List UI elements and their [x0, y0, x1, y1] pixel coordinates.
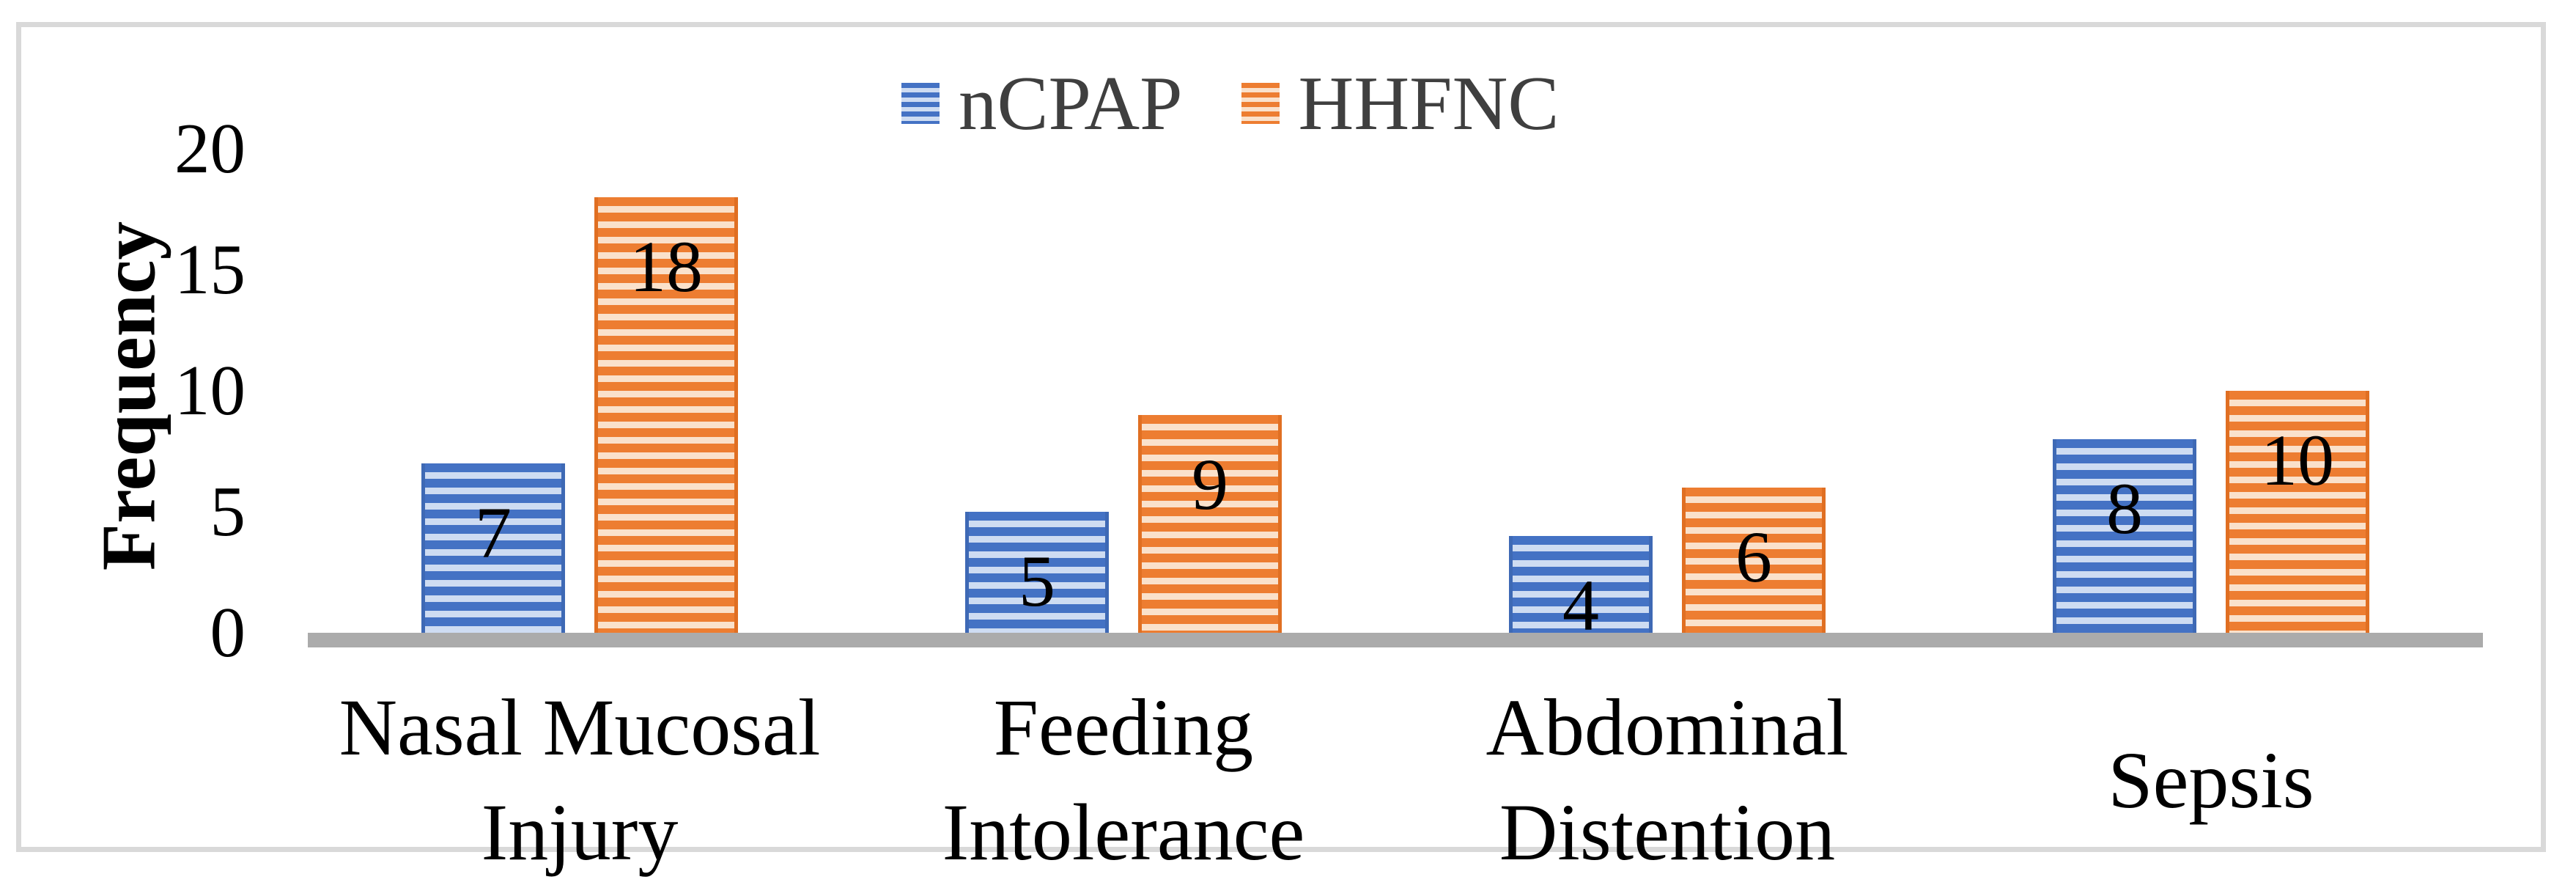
bar-ncpap-1 — [965, 512, 1109, 633]
y-tick-label: 5 — [210, 472, 246, 551]
y-tick-label: 10 — [174, 351, 246, 430]
bar-value-label: 18 — [630, 226, 703, 307]
category-label: Feeding Intolerance — [942, 683, 1305, 877]
bar-value-label: 10 — [2261, 419, 2334, 501]
category-label: Sepsis — [2108, 735, 2314, 825]
category-label: Nasal Mucosal Injury — [339, 683, 821, 877]
bar-value-label: 7 — [475, 492, 512, 573]
bar-value-label: 4 — [1562, 565, 1599, 646]
legend-item-ncpap: nCPAP — [901, 65, 1183, 142]
bar-ncpap-2 — [1509, 536, 1653, 633]
chart-border — [16, 22, 2546, 852]
bar-hhfnc-3 — [2226, 391, 2369, 633]
y-tick-label: 20 — [174, 109, 246, 188]
category-label: Abdominal Distention — [1486, 683, 1849, 877]
y-tick-label: 15 — [174, 230, 246, 309]
bar-value-label: 6 — [1735, 516, 1772, 598]
legend-label: HHFNC — [1298, 60, 1560, 146]
legend-swatch-icon — [901, 82, 940, 124]
bar-value-label: 9 — [1192, 444, 1228, 525]
bar-hhfnc-0 — [594, 197, 738, 633]
legend: nCPAP HHFNC — [901, 65, 1559, 142]
bar-value-label: 8 — [2106, 468, 2143, 549]
bar-hhfnc-1 — [1138, 415, 1282, 633]
x-axis-line — [308, 633, 2483, 647]
legend-swatch-icon — [1241, 82, 1280, 124]
legend-item-hhfnc: HHFNC — [1241, 60, 1560, 146]
y-tick-label: 0 — [210, 593, 246, 672]
bar-ncpap-0 — [421, 463, 565, 633]
bar-value-label: 5 — [1019, 540, 1055, 622]
bar-hhfnc-2 — [1682, 488, 1826, 633]
bar-ncpap-3 — [2053, 439, 2196, 633]
legend-label: nCPAP — [959, 60, 1183, 146]
